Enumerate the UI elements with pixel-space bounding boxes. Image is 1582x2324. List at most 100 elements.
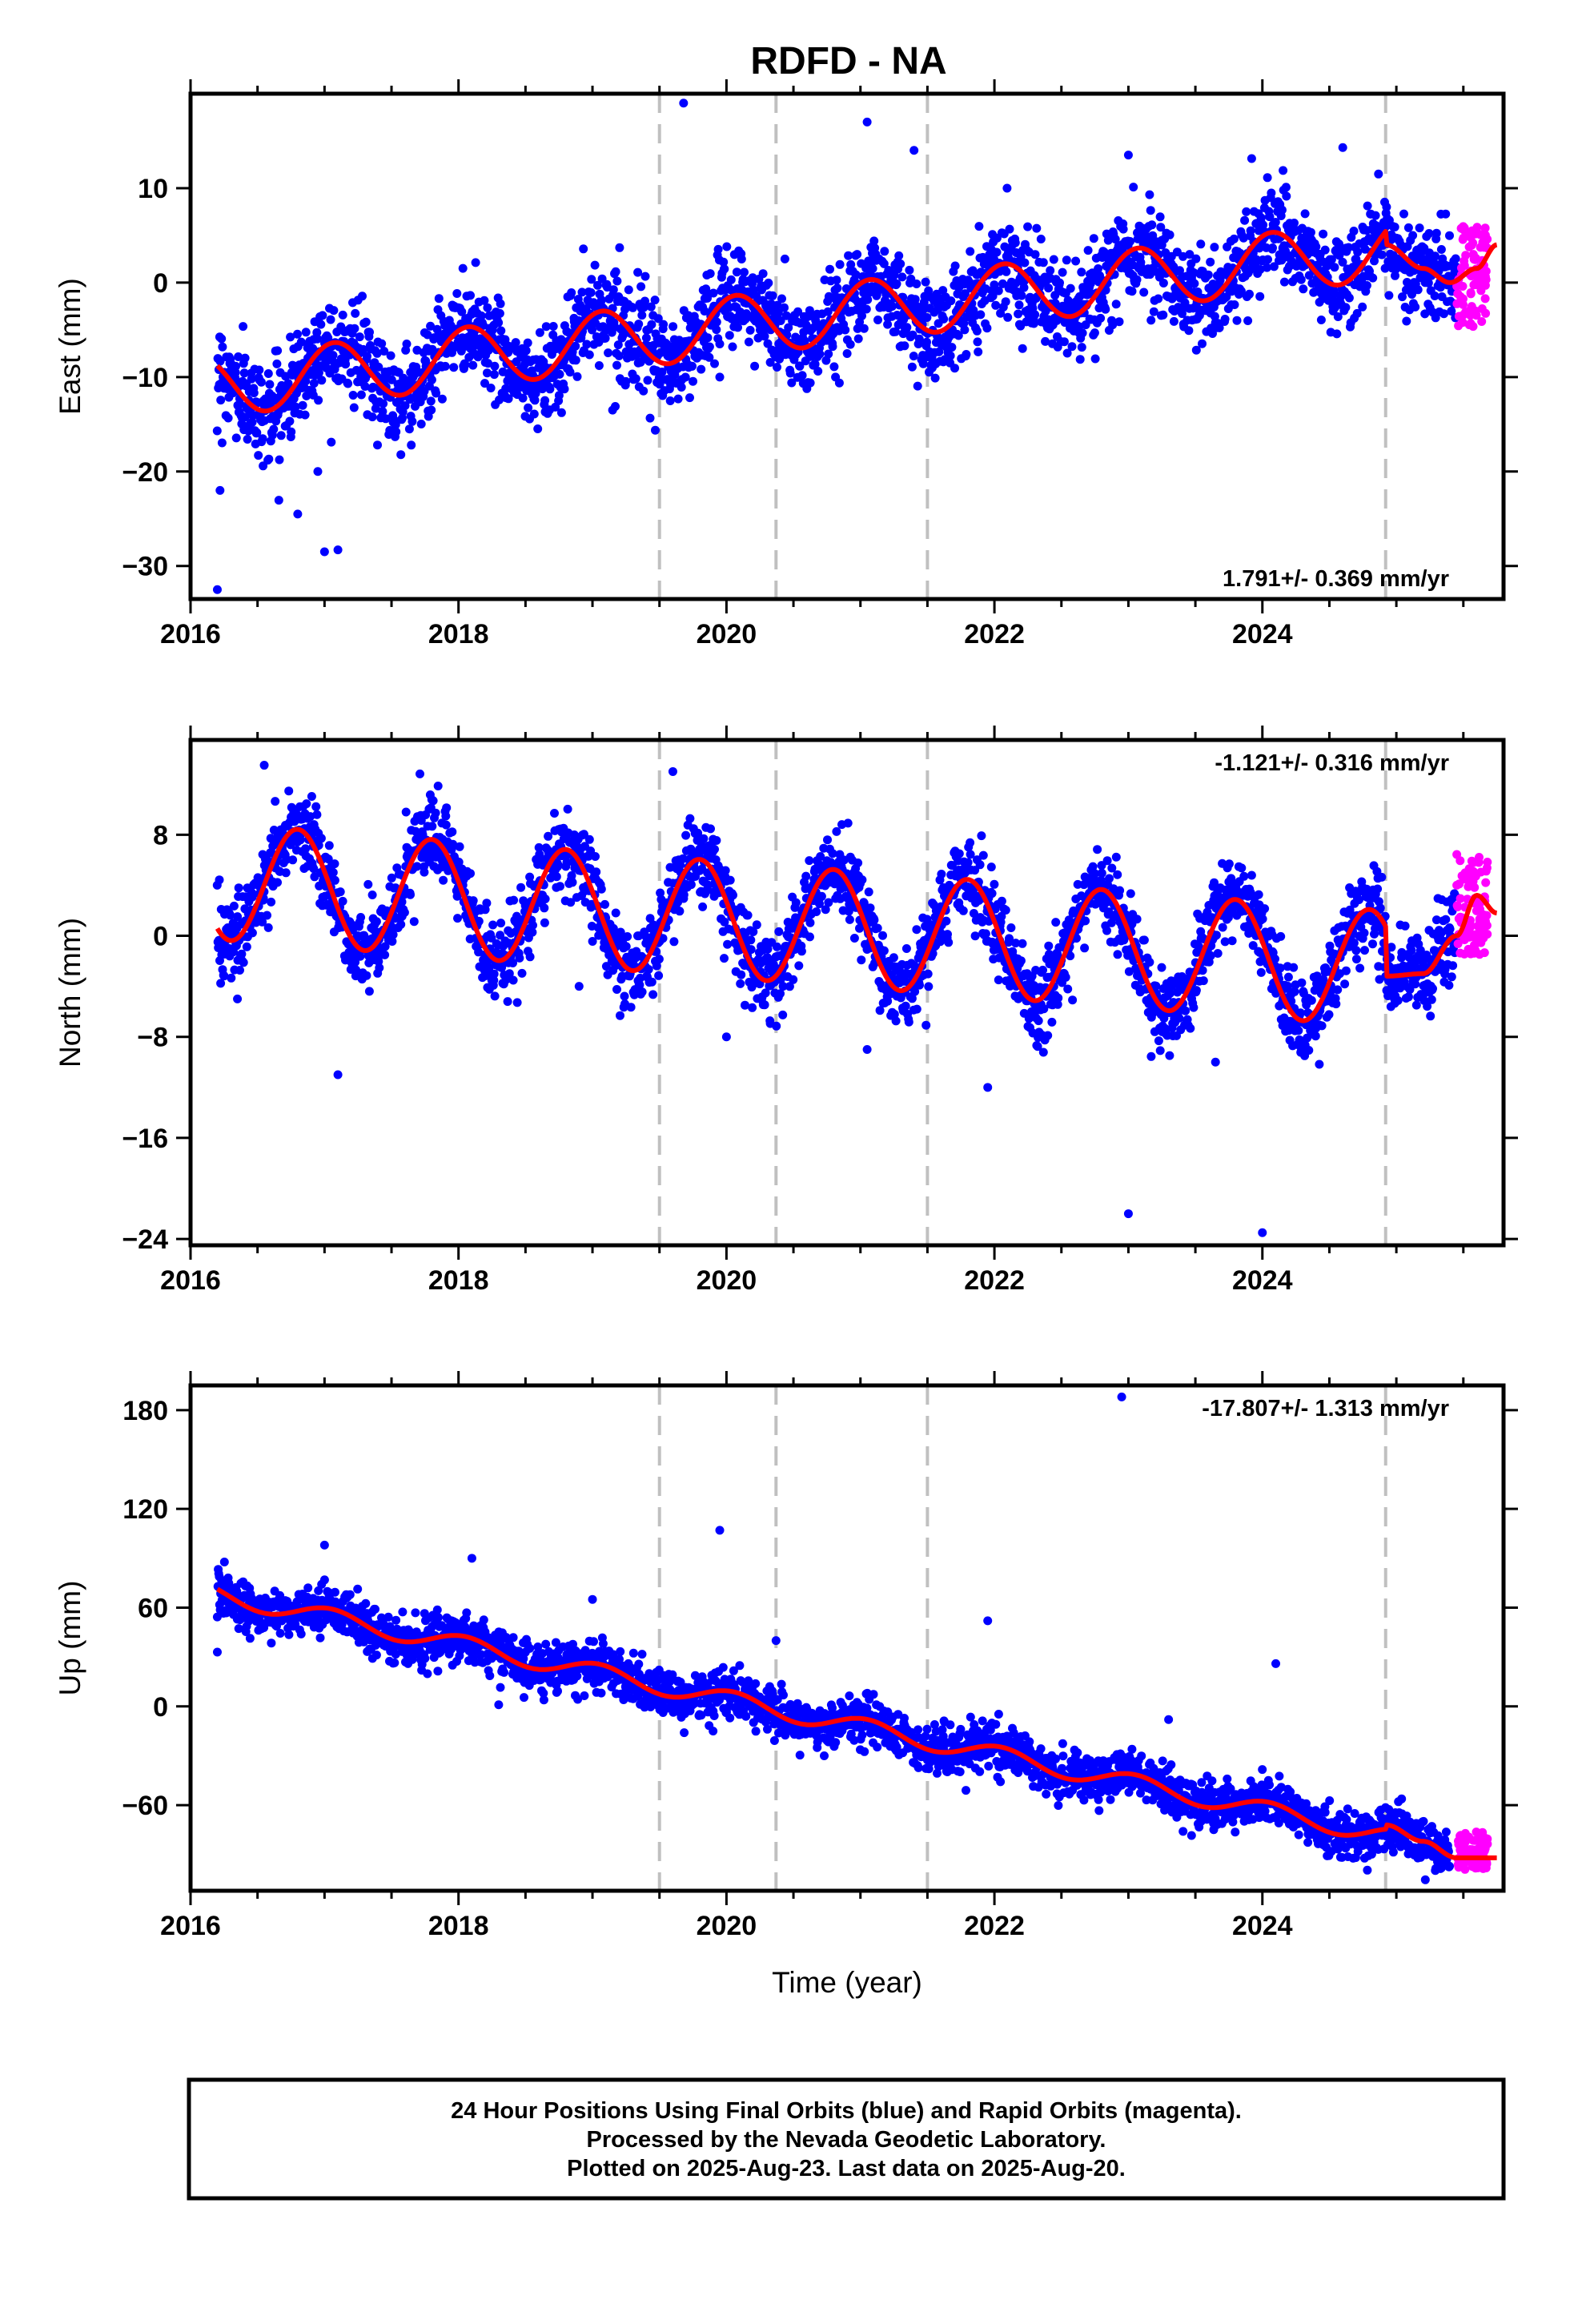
final-point (744, 337, 753, 347)
final-point (285, 416, 295, 426)
final-point (950, 364, 959, 373)
final-point (341, 360, 351, 369)
final-point (990, 879, 999, 889)
final-point (843, 818, 853, 828)
final-point (733, 323, 742, 332)
final-point (791, 332, 801, 342)
final-point (902, 323, 912, 332)
final-point (556, 408, 566, 417)
final-point (722, 242, 732, 251)
final-point (998, 279, 1007, 288)
final-points (212, 99, 1461, 594)
final-point (281, 868, 291, 878)
final-point (1198, 339, 1207, 348)
final-point (912, 279, 921, 288)
final-point (1363, 201, 1372, 211)
final-point (746, 945, 756, 955)
final-point (239, 368, 249, 378)
y-tick-label: 0 (153, 268, 168, 299)
final-point (1102, 926, 1111, 935)
final-point (654, 955, 664, 964)
final-point (287, 427, 296, 436)
final-point (1263, 255, 1272, 264)
final-point (829, 362, 839, 372)
final-point (1353, 247, 1363, 257)
final-point (1043, 1031, 1053, 1040)
final-point (982, 324, 992, 333)
final-point (1184, 326, 1194, 336)
rapid-points (1452, 222, 1492, 332)
final-point (247, 892, 257, 902)
final-point (805, 856, 814, 866)
final-point (1036, 235, 1046, 243)
final-point (1377, 250, 1387, 259)
final-point (1113, 950, 1122, 959)
final-point (743, 911, 753, 920)
final-point (496, 299, 505, 308)
final-point (350, 324, 359, 333)
final-point (1218, 923, 1227, 932)
final-point (1445, 231, 1454, 240)
final-point (247, 928, 257, 938)
final-point (1166, 988, 1175, 998)
final-point (970, 931, 980, 941)
final-point (1055, 278, 1064, 287)
final-point (1255, 265, 1265, 274)
final-point (1269, 262, 1279, 271)
final-point (1110, 235, 1120, 244)
final-point (805, 306, 814, 316)
final-point (490, 361, 500, 371)
final-point (338, 896, 347, 906)
final-point (780, 303, 789, 312)
final-point (611, 908, 620, 918)
final-point (1030, 250, 1040, 259)
y-tick-label: −30 (122, 552, 168, 582)
final-point (636, 973, 645, 983)
final-point (641, 333, 651, 343)
final-point (813, 367, 823, 376)
rate-label: 1.791+/- 0.369 mm/yr (1223, 566, 1449, 592)
final-point (1311, 242, 1321, 251)
final-point (1211, 931, 1221, 940)
final-point (1010, 238, 1020, 247)
final-point (1358, 302, 1367, 312)
final-point (541, 322, 551, 332)
final-point (781, 311, 791, 320)
final-point (378, 407, 387, 416)
final-point (1078, 328, 1087, 338)
rapid-point (1480, 294, 1490, 304)
final-point (1047, 1017, 1057, 1027)
final-point (784, 323, 793, 332)
x-tick-label: 2016 (160, 619, 221, 649)
final-point (776, 316, 785, 325)
final-point (700, 307, 709, 316)
final-point (249, 388, 259, 398)
final-point (508, 959, 517, 967)
final-point (879, 259, 889, 268)
final-point (594, 361, 604, 370)
final-points (212, 761, 1461, 1237)
final-point (363, 879, 373, 889)
final-point (1290, 219, 1299, 227)
final-point (914, 334, 924, 344)
final-point (997, 896, 1006, 906)
outlier-point (862, 117, 872, 127)
final-point (1018, 939, 1027, 948)
final-point (835, 259, 845, 269)
final-point (1215, 323, 1224, 332)
final-point (768, 291, 777, 300)
final-point (217, 334, 227, 344)
final-point (725, 875, 735, 885)
final-point (1263, 263, 1271, 272)
final-point (1186, 1023, 1195, 1033)
final-point (887, 302, 897, 311)
final-point (1281, 183, 1291, 192)
final-point (496, 326, 506, 336)
final-point (723, 939, 733, 949)
final-point (1224, 859, 1234, 869)
final-point (509, 895, 519, 905)
final-point (307, 792, 316, 801)
final-point (785, 982, 794, 991)
final-point (266, 834, 275, 843)
final-point (1439, 309, 1448, 319)
